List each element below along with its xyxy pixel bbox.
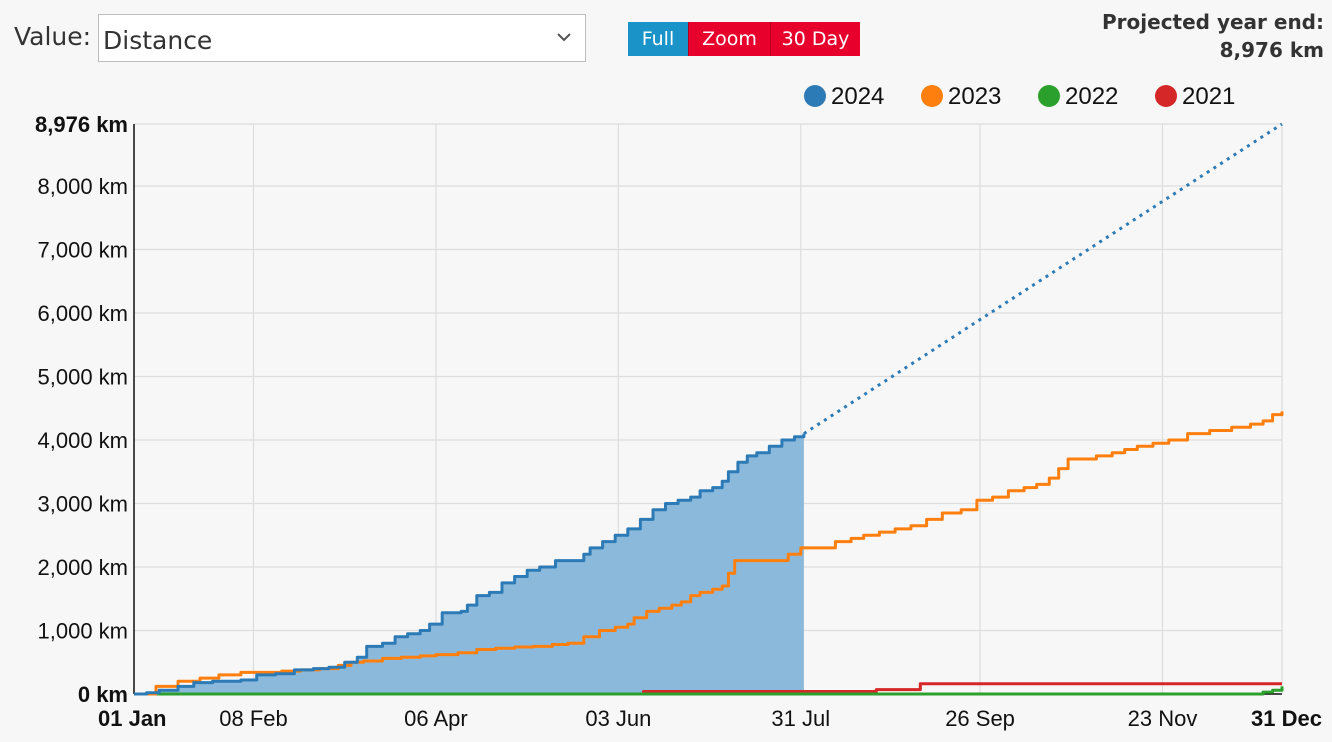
value-select[interactable]: Distance bbox=[98, 14, 586, 62]
y-tick-label: 6,000 km bbox=[38, 301, 129, 326]
legend-label-2021: 2021 bbox=[1182, 83, 1235, 110]
y-tick-label: 5,000 km bbox=[38, 364, 129, 389]
range-button-group: Full Zoom 30 Day bbox=[628, 22, 860, 56]
x-tick-label: 06 Apr bbox=[404, 706, 468, 731]
x-tick-label: 03 Jun bbox=[585, 706, 651, 731]
y-tick-label: 8,000 km bbox=[38, 174, 129, 199]
legend-marker-2023 bbox=[921, 85, 943, 107]
series-line-2023 bbox=[134, 411, 1284, 696]
value-select-text: Distance bbox=[103, 26, 213, 55]
value-label: Value: bbox=[14, 22, 92, 51]
chevron-down-icon bbox=[557, 33, 571, 42]
projection-value: 8,976 km bbox=[1219, 38, 1324, 62]
x-tick-label: 31 Dec bbox=[1251, 706, 1322, 731]
y-tick-label: 3,000 km bbox=[38, 491, 129, 516]
y-tick-label: 1,000 km bbox=[38, 618, 129, 643]
x-tick-label: 26 Sep bbox=[945, 706, 1015, 731]
x-tick-label: 31 Jul bbox=[771, 706, 830, 731]
legend-marker-2024 bbox=[804, 85, 826, 107]
area-2024 bbox=[134, 433, 804, 694]
legend-marker-2022 bbox=[1038, 85, 1060, 107]
y-tick-label: 8,976 km bbox=[35, 112, 128, 137]
y-tick-label: 7,000 km bbox=[38, 237, 129, 262]
y-tick-label: 0 km bbox=[78, 682, 128, 707]
thirty-day-button[interactable]: 30 Day bbox=[770, 22, 860, 56]
y-tick-label: 2,000 km bbox=[38, 555, 129, 580]
projection-label: Projected year end: bbox=[1102, 10, 1324, 34]
legend-label-2022: 2022 bbox=[1065, 83, 1118, 110]
x-tick-label: 01 Jan bbox=[98, 706, 167, 731]
zoom-button[interactable]: Zoom bbox=[688, 22, 770, 56]
series-line-2024-projection bbox=[803, 122, 1283, 435]
x-tick-label: 23 Nov bbox=[1128, 706, 1198, 731]
series-line-2022 bbox=[134, 686, 1284, 696]
legend-label-2024: 2024 bbox=[831, 83, 884, 110]
x-tick-label: 08 Feb bbox=[219, 706, 288, 731]
legend-marker-2021 bbox=[1155, 85, 1177, 107]
legend-label-2023: 2023 bbox=[948, 83, 1001, 110]
y-tick-label: 4,000 km bbox=[38, 428, 129, 453]
full-button[interactable]: Full bbox=[628, 22, 688, 56]
series-line-2024 bbox=[134, 433, 806, 696]
projection-summary: Projected year end: 8,976 km bbox=[1102, 8, 1324, 64]
